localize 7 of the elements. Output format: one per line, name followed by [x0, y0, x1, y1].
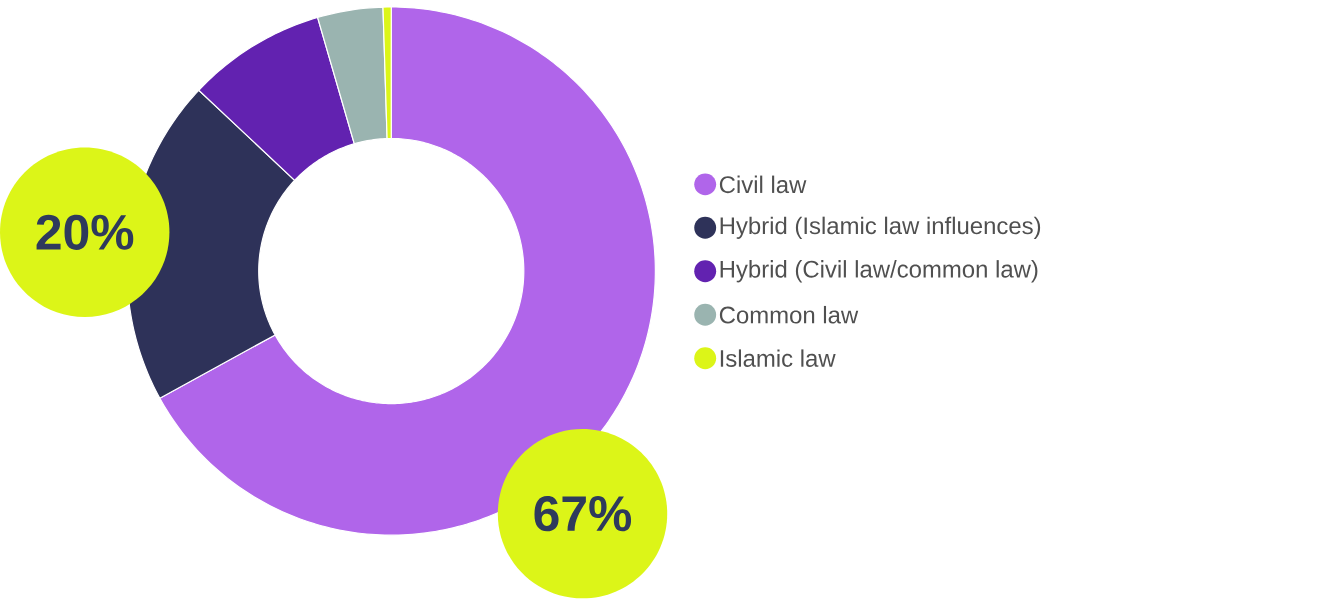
legend-label: Hybrid (Islamic law influences): [720, 216, 1041, 239]
legend-label: Hybrid (Civil law/common law): [720, 260, 1038, 283]
legend-label: Islamic law: [720, 349, 836, 367]
legend-label: Civil law: [719, 175, 807, 194]
legend-label: Common law: [719, 305, 859, 324]
data-label: 67%: [534, 496, 632, 532]
data-label: 20%: [36, 214, 134, 250]
